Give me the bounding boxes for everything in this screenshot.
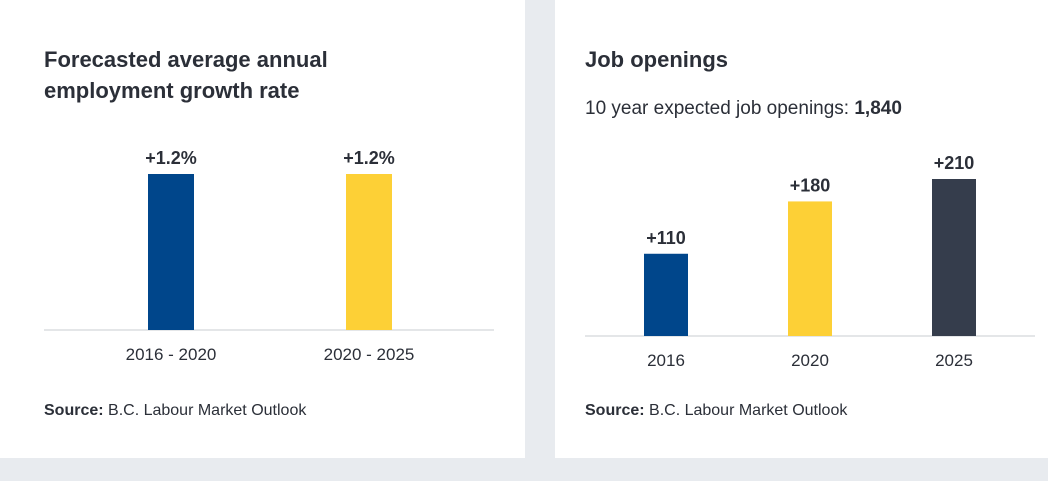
- x-tick-label: 2020: [791, 351, 829, 370]
- x-tick-label: 2020 - 2025: [324, 345, 415, 364]
- employment-growth-panel: Forecasted average annual employment gro…: [0, 0, 525, 458]
- bar-2016-2020: [148, 174, 194, 330]
- data-label: +1.2%: [145, 148, 197, 168]
- job-openings-source: Source: B.C. Labour Market Outlook: [585, 402, 847, 420]
- source-text: B.C. Labour Market Outlook: [644, 402, 848, 419]
- bar-2020: [788, 201, 832, 336]
- employment-growth-title: Forecasted average annual employment gro…: [44, 47, 328, 103]
- job-openings-title: Job openings: [585, 47, 728, 72]
- x-tick-label: 2016: [647, 351, 685, 370]
- data-label: +110: [646, 228, 686, 248]
- bar-2016: [644, 253, 688, 336]
- data-label: +180: [790, 175, 831, 195]
- job-openings-subtitle: 10 year expected job openings: 1,840: [585, 98, 902, 120]
- subtitle-text: 10 year expected job openings:: [585, 98, 855, 119]
- bar-2020-2025: [346, 174, 392, 330]
- x-tick-label: 2016 - 2020: [126, 345, 217, 364]
- source-label: Source:: [585, 402, 645, 419]
- data-label: +210: [934, 153, 975, 173]
- subtitle-value: 1,840: [854, 98, 902, 119]
- source-label: Source:: [44, 402, 104, 419]
- source-text: B.C. Labour Market Outlook: [103, 402, 307, 419]
- employment-growth-chart: +1.2% 2016 - 2020 +1.2% 2020 - 2025: [44, 148, 494, 364]
- job-openings-panel: Job openings 10 year expected job openin…: [555, 0, 1048, 458]
- x-tick-label: 2025: [935, 351, 973, 370]
- job-openings-chart: +110 2016 +180 2020 +210 2025: [585, 153, 1035, 370]
- employment-growth-source: Source: B.C. Labour Market Outlook: [44, 402, 306, 420]
- data-label: +1.2%: [343, 148, 395, 168]
- bar-2025: [932, 179, 976, 336]
